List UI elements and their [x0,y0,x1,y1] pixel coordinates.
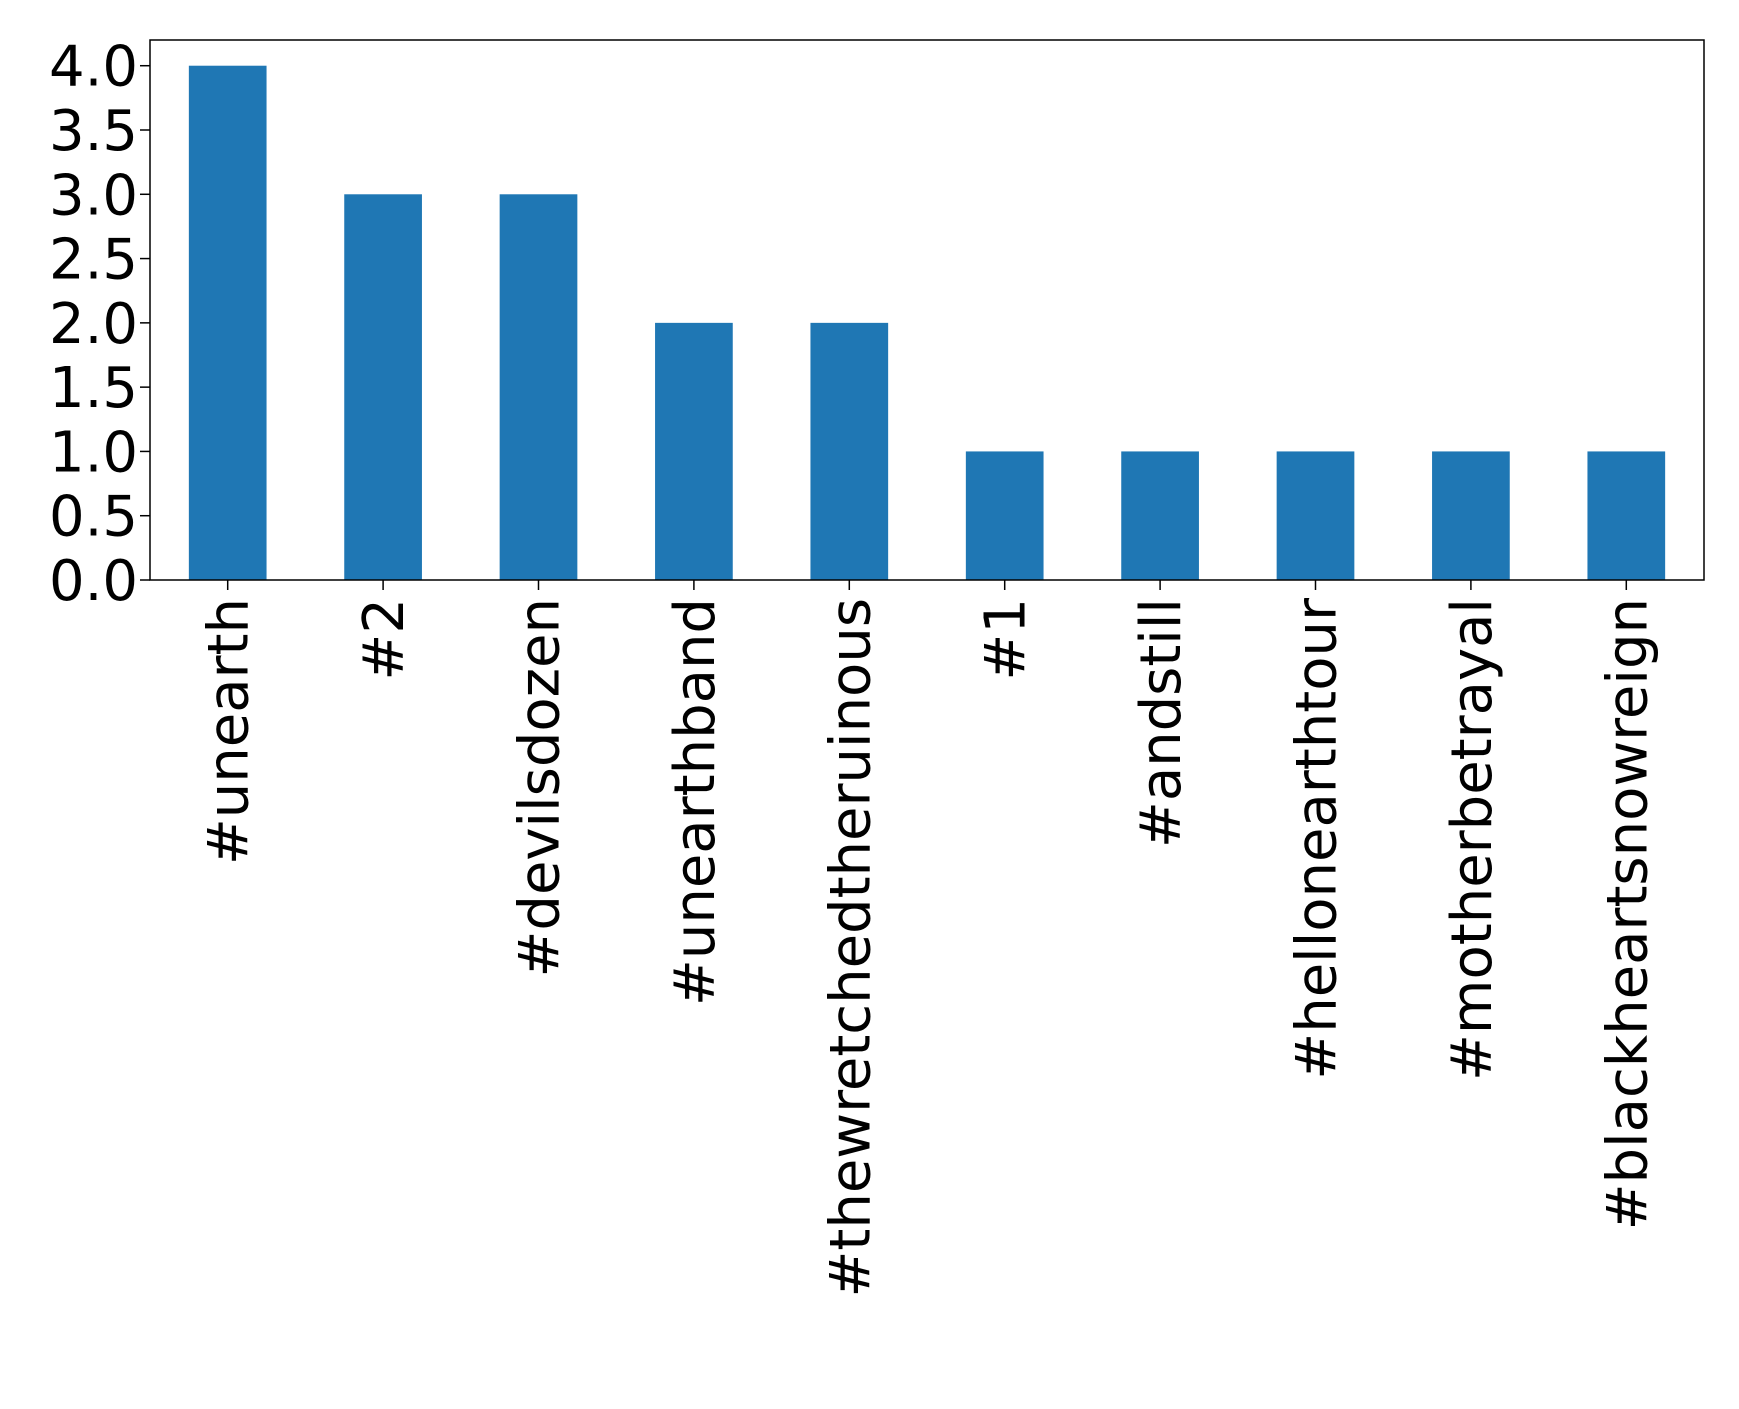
y-tick-label-8: 4.0 [49,35,138,100]
x-axis: #unearth #2 #devilsdozen #unearthband #thewr… [197,580,1660,1298]
y-axis: 0.00.51.01.52.02.53.03.54.0 [49,35,150,614]
x-tick-label-1: #2 [352,598,417,681]
x-tick-label-2: #devilsdozen [508,598,573,978]
y-tick-label-6: 3.0 [49,163,138,228]
bar-3 [655,322,733,580]
y-tick-label-5: 2.5 [49,228,138,293]
bar-0 [188,65,267,580]
bar-9 [1587,451,1666,580]
x-tick-label-6: #andstill [1129,598,1194,848]
bar-8 [1432,451,1510,580]
bar-5 [965,451,1044,580]
y-tick-label-4: 2.0 [49,292,138,357]
y-tick-label-3: 1.5 [49,356,138,421]
y-tick-label-0: 0.0 [49,549,138,614]
bar-4 [810,322,889,580]
plot-frame [149,39,1705,581]
x-tick-label-9: #blackheartsnowreign [1595,598,1660,1230]
bar-6 [1121,451,1199,580]
y-tick-label-1: 0.5 [49,485,138,550]
y-tick-label-7: 3.5 [49,99,138,164]
x-tick-label-3: #unearthband [663,598,728,1006]
bars-layer [188,65,1666,581]
bar-1 [344,194,422,581]
x-tick-label-0: #unearth [197,598,262,865]
x-tick-label-5: #1 [974,598,1039,681]
y-tick-label-2: 1.0 [49,420,138,485]
x-tick-label-7: #hellonearthtour [1285,597,1350,1080]
x-tick-label-4: #thewretchedtheruinous [818,598,883,1298]
bar-2 [499,194,578,581]
x-tick-label-8: #motherbetrayal [1440,598,1505,1081]
bar-7 [1276,451,1355,580]
